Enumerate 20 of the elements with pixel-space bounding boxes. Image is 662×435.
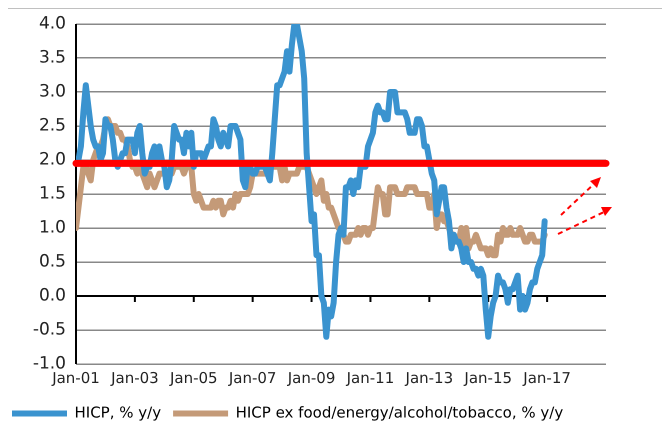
legend-label: HICP, % y/y [74,403,162,422]
y-tick-label: 1.0 [38,217,66,238]
x-tick-label: Jan-05 [168,368,218,387]
x-tick-label: Jan-13 [404,368,454,387]
x-tick-label: Jan-15 [463,368,512,387]
y-tick-label: 4.0 [38,13,66,34]
x-tick-label: Jan-11 [346,368,394,387]
y-tick-label: 0.0 [38,285,66,306]
legend-label: HICP ex food/energy/alcohol/tobacco, % y/y [236,403,564,422]
x-tick-label: Jan-03 [110,368,159,387]
y-tick-label: -0.5 [32,319,66,340]
x-tick-label: Jan-17 [522,368,571,387]
y-tick-label: 1.5 [38,183,66,204]
y-tick-label: 3.0 [38,81,66,102]
y-tick-label: 2.0 [38,149,66,170]
y-tick-label: 2.5 [38,115,66,136]
y-tick-label: 0.5 [38,251,66,272]
x-tick-label: Jan-07 [228,368,276,387]
x-tick-label: Jan-09 [286,368,336,387]
y-tick-label: 3.5 [38,47,66,68]
